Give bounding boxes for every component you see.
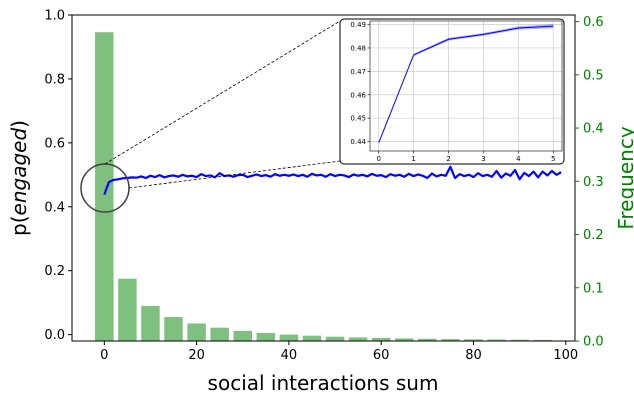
inset-x-axis: 0 1 2 3 4 5 [376,151,556,163]
inset-y-tick-label: 0.47 [350,68,366,76]
y-axis-left: 0.0 0.2 0.4 0.6 0.8 1.0 [44,9,72,343]
histogram-bar [118,278,137,341]
y-axis-right-label: Frequency [614,126,634,229]
y-left-tick-label: 0.8 [44,72,65,87]
engagement-line [103,165,562,196]
histogram-bar [95,32,114,341]
histogram-bar [279,334,299,341]
histogram-bar [233,330,252,341]
histogram-bars [95,32,552,341]
zoom-connector-bottom [128,160,341,189]
inset-frame [369,20,563,152]
x-axis-label: social interactions sum [208,371,439,393]
inset-y-tick-label: 0.48 [350,44,366,52]
y-right-tick-label: 0.5 [583,68,604,83]
histogram-bar [210,327,229,341]
y-right-tick-label: 0.2 [583,228,604,243]
inset-y-tick-label: 0.46 [350,91,366,99]
y-right-tick-label: 0.1 [583,281,604,296]
x-axis: 0 20 40 60 80 100 [100,341,578,363]
inset-x-tick-label: 1 [411,155,415,163]
engagement-line-path [103,165,562,196]
histogram-bar [141,305,160,341]
y-right-tick-label: 0.4 [583,122,604,137]
x-tick-label: 0 [100,348,108,363]
x-tick-label: 40 [281,348,298,363]
y-axis-left-label: p(engaged) [7,120,31,236]
histogram-bar [487,339,506,341]
histogram-bar [164,317,183,341]
x-tick-label: 80 [465,348,482,363]
inset-y-axis: 0.44 0.45 0.46 0.47 0.48 0.49 [350,21,370,146]
histogram-bar [187,323,206,341]
histogram-bar [464,339,483,341]
histogram-bar [302,335,322,341]
y-right-tick-label: 0.0 [583,335,604,350]
y-left-tick-label: 0.0 [44,328,65,343]
inset-x-tick-label: 5 [551,155,555,163]
y-right-tick-label: 0.3 [583,175,604,190]
x-tick-label: 100 [553,348,578,363]
y-axis-right: 0.0 0.1 0.2 0.3 0.4 0.5 0.6 [575,15,604,350]
histogram-bar [325,336,345,341]
inset-y-tick-label: 0.44 [350,138,366,146]
histogram-bar [348,337,368,341]
histogram-bar [418,338,437,341]
histogram-bar [510,339,529,341]
inset-y-tick-label: 0.49 [350,21,366,29]
y-right-tick-label: 0.6 [583,15,604,30]
zoom-connector-top [104,20,341,165]
x-tick-label: 20 [188,348,205,363]
inset-x-tick-label: 4 [516,155,521,163]
histogram-bar [395,338,414,341]
inset-x-tick-label: 2 [446,155,450,163]
inset-line-path [378,25,554,143]
inset-line [378,24,554,143]
y-left-tick-label: 0.4 [44,200,65,215]
inset-x-tick-label: 0 [376,155,380,163]
inset-x-tick-label: 3 [481,155,485,163]
x-tick-label: 60 [373,348,390,363]
histogram-bar [256,333,276,341]
inset-panel [339,18,565,165]
histogram-bar [533,339,552,341]
inset-y-tick-label: 0.45 [350,115,366,123]
y-left-tick-label: 0.2 [44,264,65,279]
y-left-tick-label: 1.0 [44,9,65,24]
y-left-tick-label: 0.6 [44,136,65,151]
main-plot-frame [71,14,576,342]
histogram-bar [441,339,460,341]
histogram-bar [371,337,391,341]
inset-grid [370,21,562,151]
